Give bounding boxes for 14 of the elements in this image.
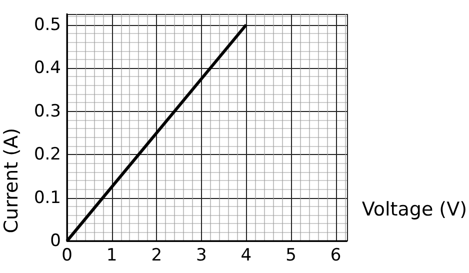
y-axis-title: Current (A) <box>0 128 22 234</box>
y-tick-label: 0.3 <box>34 101 61 122</box>
y-tick-label: 0.4 <box>34 58 61 78</box>
x-axis-title: Voltage (V) <box>362 198 468 220</box>
x-tick-label: 2 <box>151 246 162 266</box>
x-tick-label: 3 <box>196 246 207 266</box>
x-tick-label: 5 <box>286 246 296 266</box>
y-tick-label: 0 <box>50 231 61 251</box>
x-tick-label: 1 <box>106 246 118 266</box>
x-tick-label: 4 <box>240 246 252 266</box>
y-tick-label: 0.2 <box>34 144 61 165</box>
x-tick-label: 6 <box>330 246 342 266</box>
y-tick-label: 0.1 <box>34 188 61 208</box>
y-tick-label: 0.5 <box>34 14 61 35</box>
